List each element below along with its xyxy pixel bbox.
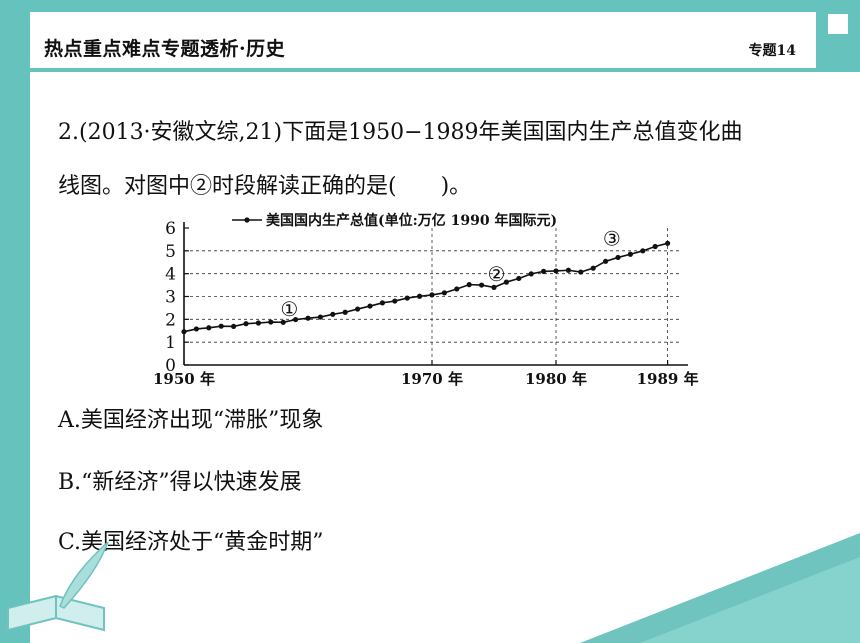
gdp-data-point	[479, 282, 485, 288]
gdp-series-line	[183, 242, 668, 333]
gdp-data-point	[330, 311, 336, 317]
corner-square-1	[816, 0, 860, 72]
gdp-data-point	[466, 282, 472, 288]
gdp-data-point	[317, 314, 323, 320]
gdp-data-point	[615, 254, 621, 261]
gdp-data-point	[652, 243, 658, 250]
gdp-data-point	[441, 290, 447, 296]
left-frame-band	[0, 0, 30, 643]
chart-series	[181, 240, 671, 335]
gdp-data-point	[355, 306, 361, 312]
y-tick-label: 5	[165, 242, 176, 262]
y-tick-label: 1	[165, 333, 176, 353]
gdp-data-point	[243, 321, 249, 327]
question-line-1: 2.(2013·安徽文综,21)下面是1950−1989年美国国内生产总值变化曲	[58, 120, 743, 145]
gdp-data-point	[342, 309, 348, 315]
gdp-data-point	[578, 269, 584, 275]
y-tick-label: 0	[165, 356, 176, 376]
y-tick-label: 3	[165, 288, 176, 308]
y-tick-label: 4	[165, 265, 176, 285]
gdp-data-point	[206, 325, 212, 331]
gdp-data-point	[603, 258, 609, 264]
question-line-2: 线图。对图中②时段解读正确的是( )。	[58, 174, 472, 199]
legend-label: 美国国内生产总值(单位:万亿 1990 年国际元)	[266, 212, 557, 229]
gdp-data-point	[516, 275, 522, 282]
gdp-data-point	[392, 298, 398, 304]
gdp-data-point	[280, 319, 286, 325]
option-b[interactable]: B.“新经济”得以快速发展	[58, 470, 302, 495]
gdp-data-point	[268, 319, 274, 325]
gdp-data-point	[491, 284, 497, 290]
gdp-data-point	[255, 320, 261, 326]
gdp-data-point	[218, 323, 224, 329]
gdp-data-point	[528, 271, 534, 277]
gdp-data-point	[541, 268, 547, 274]
gdp-data-point	[640, 248, 646, 254]
topic-badge: 专题14	[748, 43, 796, 59]
gdp-data-point	[193, 326, 199, 332]
x-tick-label: 1950 年	[153, 370, 215, 388]
book-quill-decoration	[7, 541, 109, 632]
gdp-data-point	[565, 267, 571, 273]
gdp-data-point	[417, 293, 423, 299]
x-tick-label: 1980 年	[525, 370, 587, 388]
y-tick-label: 6	[165, 219, 176, 239]
x-tick-label: 1989 年	[637, 370, 699, 388]
gdp-data-point	[293, 316, 299, 323]
gdp-data-point	[404, 295, 410, 301]
corner-square-2	[828, 14, 848, 34]
annotation-period-3: ③	[603, 226, 621, 250]
gdp-data-point	[305, 315, 311, 321]
annotation-period-1: ①	[280, 297, 298, 321]
header-title: 热点重点难点专题透析·历史	[44, 38, 286, 60]
gdp-data-point	[429, 292, 435, 298]
header-bar: 热点重点难点专题透析·历史 专题14	[30, 12, 816, 68]
legend-marker	[244, 217, 250, 223]
gdp-data-point	[367, 303, 373, 309]
annotation-period-2: ②	[488, 262, 506, 286]
content-area: 2.(2013·安徽文综,21)下面是1950−1989年美国国内生产总值变化曲…	[30, 72, 860, 643]
y-tick-label: 2	[165, 310, 176, 330]
x-tick-label: 1970 年	[401, 370, 463, 388]
gdp-data-point	[553, 268, 559, 274]
gdp-data-point	[503, 279, 509, 285]
gdp-data-point	[231, 323, 237, 330]
corner-decoration-bottom-right	[580, 533, 860, 643]
gdp-data-point	[454, 286, 460, 292]
chart-axes	[183, 222, 688, 366]
quill-icon	[59, 541, 109, 609]
option-a[interactable]: A.美国经济出现“滞胀”现象	[58, 408, 324, 433]
gdp-data-point	[379, 300, 385, 306]
gdp-data-point	[665, 240, 671, 246]
gdp-data-point	[181, 329, 187, 335]
gdp-data-point	[627, 251, 633, 257]
gdp-data-point	[590, 265, 596, 271]
